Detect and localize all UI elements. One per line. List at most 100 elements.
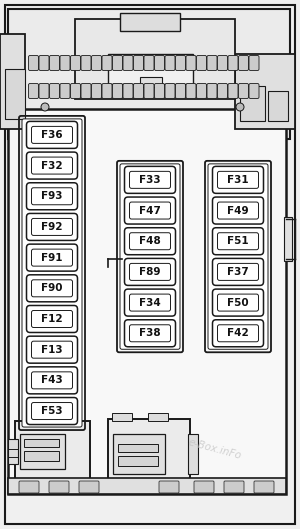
FancyBboxPatch shape	[130, 202, 170, 219]
Text: F92: F92	[41, 222, 63, 232]
Text: F43: F43	[41, 376, 63, 385]
FancyBboxPatch shape	[32, 372, 73, 389]
FancyBboxPatch shape	[208, 164, 268, 349]
FancyBboxPatch shape	[224, 481, 244, 493]
FancyBboxPatch shape	[186, 84, 196, 98]
FancyBboxPatch shape	[249, 84, 259, 98]
FancyBboxPatch shape	[19, 481, 39, 493]
FancyBboxPatch shape	[92, 84, 101, 98]
FancyBboxPatch shape	[123, 56, 133, 70]
FancyBboxPatch shape	[124, 258, 176, 286]
Bar	[8, 109, 286, 494]
FancyBboxPatch shape	[134, 84, 143, 98]
FancyBboxPatch shape	[218, 294, 259, 311]
Bar	[24, 439, 59, 447]
FancyBboxPatch shape	[81, 84, 91, 98]
FancyBboxPatch shape	[165, 84, 175, 98]
FancyBboxPatch shape	[124, 197, 176, 224]
FancyBboxPatch shape	[130, 233, 170, 250]
FancyBboxPatch shape	[218, 202, 259, 219]
FancyBboxPatch shape	[39, 56, 49, 70]
FancyBboxPatch shape	[124, 320, 176, 347]
Text: F48: F48	[139, 236, 161, 246]
Text: F32: F32	[41, 161, 63, 170]
FancyBboxPatch shape	[218, 84, 227, 98]
Bar	[148, 413, 168, 421]
FancyBboxPatch shape	[212, 320, 263, 347]
Bar	[113, 434, 165, 474]
FancyBboxPatch shape	[218, 325, 259, 342]
Bar	[240, 86, 265, 121]
Text: F33: F33	[139, 175, 161, 185]
Text: F13: F13	[41, 345, 63, 354]
FancyBboxPatch shape	[79, 481, 99, 493]
Text: F12: F12	[41, 314, 63, 324]
FancyBboxPatch shape	[212, 289, 263, 316]
Circle shape	[236, 103, 244, 111]
FancyBboxPatch shape	[134, 56, 143, 70]
Bar	[284, 217, 292, 261]
Text: F89: F89	[139, 267, 161, 277]
FancyBboxPatch shape	[159, 481, 179, 493]
FancyBboxPatch shape	[70, 56, 80, 70]
FancyBboxPatch shape	[112, 84, 122, 98]
FancyBboxPatch shape	[70, 84, 80, 98]
FancyBboxPatch shape	[218, 171, 259, 188]
FancyBboxPatch shape	[49, 481, 69, 493]
FancyBboxPatch shape	[186, 56, 196, 70]
FancyBboxPatch shape	[207, 84, 217, 98]
FancyBboxPatch shape	[32, 249, 73, 266]
FancyBboxPatch shape	[154, 84, 164, 98]
Text: F47: F47	[139, 206, 161, 215]
FancyBboxPatch shape	[228, 56, 238, 70]
FancyBboxPatch shape	[26, 121, 77, 149]
FancyBboxPatch shape	[196, 84, 206, 98]
FancyBboxPatch shape	[144, 56, 154, 70]
FancyBboxPatch shape	[120, 164, 180, 349]
FancyBboxPatch shape	[102, 56, 112, 70]
FancyBboxPatch shape	[26, 336, 77, 363]
FancyBboxPatch shape	[238, 56, 248, 70]
FancyBboxPatch shape	[154, 56, 164, 70]
FancyBboxPatch shape	[124, 289, 176, 316]
FancyBboxPatch shape	[81, 56, 91, 70]
Bar	[112, 413, 132, 421]
FancyBboxPatch shape	[32, 126, 73, 143]
FancyBboxPatch shape	[32, 188, 73, 205]
Text: F90: F90	[41, 284, 63, 293]
Bar	[268, 91, 288, 121]
Circle shape	[41, 103, 49, 111]
FancyBboxPatch shape	[26, 244, 77, 271]
FancyBboxPatch shape	[32, 157, 73, 174]
FancyBboxPatch shape	[26, 213, 77, 241]
FancyBboxPatch shape	[32, 403, 73, 419]
Text: e-Box.inFo: e-Box.inFo	[187, 437, 243, 461]
FancyBboxPatch shape	[26, 305, 77, 333]
FancyBboxPatch shape	[22, 119, 82, 427]
Text: F38: F38	[139, 329, 161, 338]
FancyBboxPatch shape	[26, 183, 77, 210]
FancyBboxPatch shape	[26, 367, 77, 394]
FancyBboxPatch shape	[212, 197, 263, 224]
FancyBboxPatch shape	[92, 56, 101, 70]
FancyBboxPatch shape	[112, 56, 122, 70]
Text: F50: F50	[227, 298, 249, 307]
FancyBboxPatch shape	[212, 166, 263, 194]
Bar	[140, 77, 162, 87]
FancyBboxPatch shape	[60, 84, 70, 98]
FancyBboxPatch shape	[194, 481, 214, 493]
FancyBboxPatch shape	[124, 166, 176, 194]
FancyBboxPatch shape	[238, 84, 248, 98]
FancyBboxPatch shape	[218, 233, 259, 250]
FancyBboxPatch shape	[130, 325, 170, 342]
FancyBboxPatch shape	[32, 341, 73, 358]
FancyBboxPatch shape	[26, 397, 77, 425]
Bar	[24, 451, 59, 461]
Bar	[5, 69, 25, 119]
Bar	[20, 434, 65, 469]
FancyBboxPatch shape	[50, 84, 59, 98]
FancyBboxPatch shape	[39, 84, 49, 98]
FancyBboxPatch shape	[176, 56, 185, 70]
Bar	[235, 54, 295, 129]
FancyBboxPatch shape	[218, 56, 227, 70]
